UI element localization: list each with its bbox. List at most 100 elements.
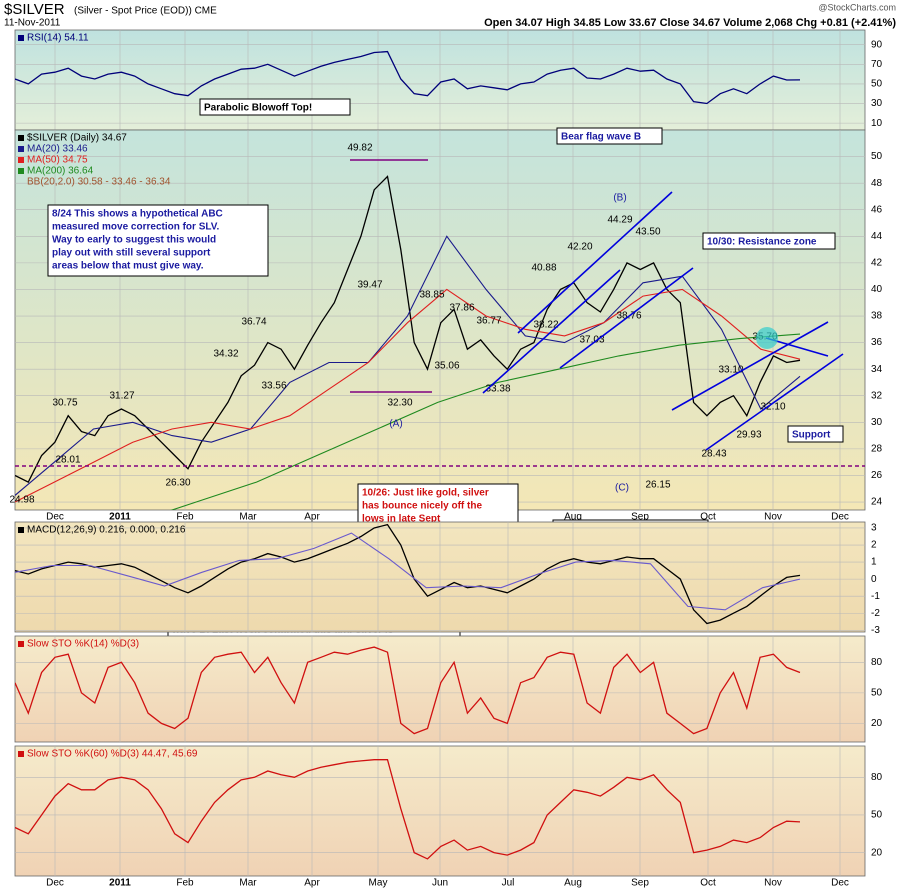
- y-tick-label: 48: [871, 178, 883, 189]
- x-tick-label: Aug: [564, 512, 582, 523]
- x-tick-label: Jun: [432, 878, 448, 889]
- annotation-text: 10/26: Just like gold, silver: [362, 488, 489, 499]
- series-line: [15, 523, 801, 625]
- y-tick-label: 38: [871, 311, 883, 322]
- price-label: 39.47: [357, 280, 382, 291]
- annotation-text: measured move correction for SLV.: [52, 222, 220, 233]
- trend-line: [517, 191, 673, 334]
- legend-label: MA(200) 36.64: [27, 166, 94, 177]
- trend-line: [559, 267, 694, 369]
- legend-label: MA(20) 33.46: [27, 144, 88, 155]
- legend-label: BB(20,2.0) 30.58 - 33.46 - 36.34: [27, 177, 171, 188]
- annotation-text: lows in late Sept: [362, 514, 441, 525]
- y-tick-label: -1: [871, 591, 880, 602]
- price-label: 44.29: [607, 215, 632, 226]
- price-label: 34.32: [213, 349, 238, 360]
- series-group: [15, 759, 801, 860]
- annotation-text: Parabolic Blowoff Top!: [204, 103, 312, 114]
- x-tick-label: Nov: [764, 878, 782, 889]
- price-label: 36.77: [476, 316, 501, 327]
- symbol: $SILVER: [4, 1, 65, 18]
- y-tick-label: -3: [871, 625, 880, 636]
- series-group: [15, 50, 801, 105]
- y-tick-label: 90: [871, 39, 883, 50]
- y-tick-label: 10: [871, 118, 883, 129]
- legend-swatch: [18, 641, 24, 647]
- quote: Open 34.07 High 34.85 Low 33.67 Close 34…: [484, 17, 896, 29]
- annotation-text: Bear flag wave B: [561, 132, 641, 143]
- y-tick-label: 46: [871, 204, 883, 215]
- annotation-text: has bounce nicely off the: [362, 501, 482, 512]
- price-label: 38.85: [419, 290, 444, 301]
- x-tick-label: Aug: [564, 878, 582, 889]
- wave-label: (B): [613, 193, 626, 204]
- legend-label: $SILVER (Daily) 34.67: [27, 133, 127, 144]
- x-tick-label: Feb: [176, 512, 194, 523]
- x-tick-label: Nov: [764, 512, 782, 523]
- price-label: 43.50: [635, 227, 660, 238]
- price-label: 33.56: [261, 381, 286, 392]
- y-tick-label: 50: [871, 151, 883, 162]
- y-tick-label: 70: [871, 59, 883, 70]
- price-label: 30.75: [52, 398, 77, 409]
- x-tick-label: Apr: [304, 512, 320, 523]
- x-tick-label: Oct: [700, 878, 716, 889]
- legend-swatch: [18, 146, 24, 152]
- date: 11-Nov-2011: [4, 18, 61, 29]
- annotation-text: areas below that must give way.: [52, 261, 204, 272]
- y-tick-label: 36: [871, 337, 883, 348]
- price-label: 26.30: [165, 478, 190, 489]
- y-tick-label: 80: [871, 772, 883, 783]
- series-line: [15, 235, 801, 496]
- resistance-marker: [756, 327, 778, 349]
- price-label: 29.93: [736, 430, 761, 441]
- price-label: 36.74: [241, 317, 266, 328]
- x-tick-label: Feb: [176, 878, 194, 889]
- price-label: 49.82: [347, 143, 372, 154]
- legend-label: MACD(12,26,9) 0.216, 0.000, 0.216: [27, 525, 186, 536]
- price-label: 31.27: [109, 391, 134, 402]
- series-line: [170, 333, 801, 510]
- annotation-text: play out with still several support: [52, 248, 211, 259]
- credit: @StockCharts.com: [818, 2, 896, 12]
- y-tick-label: 80: [871, 657, 883, 668]
- price-label: 33.10: [718, 365, 743, 376]
- price-label: 37.03: [579, 335, 604, 346]
- annotation-text: 10/30: Resistance zone: [707, 237, 817, 248]
- annotation-box: [199, 98, 351, 116]
- annotation-box: [702, 232, 836, 250]
- y-tick-label: 3: [871, 523, 877, 534]
- wave-label: (A): [389, 419, 402, 430]
- y-tick-label: 50: [871, 79, 883, 90]
- series-line: [15, 532, 801, 611]
- x-tick-label: Jul: [502, 878, 515, 889]
- price-label: 35.06: [434, 361, 459, 372]
- price-label: 37.86: [449, 303, 474, 314]
- legend-swatch: [18, 527, 24, 533]
- y-tick-label: -2: [871, 608, 880, 619]
- annotation-text: Support: [792, 430, 831, 441]
- y-tick-label: 24: [871, 497, 883, 508]
- legend-swatch: [18, 168, 24, 174]
- legend-label: RSI(14) 54.11: [27, 33, 89, 44]
- x-tick-label: Dec: [831, 878, 849, 889]
- price-label: 42.20: [567, 242, 592, 253]
- price-label: 38.22: [533, 320, 558, 331]
- y-tick-label: 2: [871, 540, 877, 551]
- price-label: 28.01: [55, 455, 80, 466]
- price-label: 32.30: [387, 398, 412, 409]
- y-tick-label: 30: [871, 417, 883, 428]
- annotation-text: 8/24 This shows a hypothetical ABC: [52, 209, 223, 220]
- price-label: 28.43: [701, 449, 726, 460]
- price-label: 26.15: [645, 480, 670, 491]
- legend-swatch: [18, 35, 24, 41]
- annotation-box: [357, 483, 519, 530]
- legend-label: Slow STO %K(60) %D(3) 44.47, 45.69: [27, 749, 198, 760]
- legend-label: Slow STO %K(14) %D(3): [27, 639, 139, 650]
- y-tick-label: 44: [871, 231, 883, 242]
- y-tick-label: 40: [871, 284, 883, 295]
- price-label: 40.88: [531, 263, 556, 274]
- legend-swatch: [18, 135, 24, 141]
- series-group: [15, 646, 801, 735]
